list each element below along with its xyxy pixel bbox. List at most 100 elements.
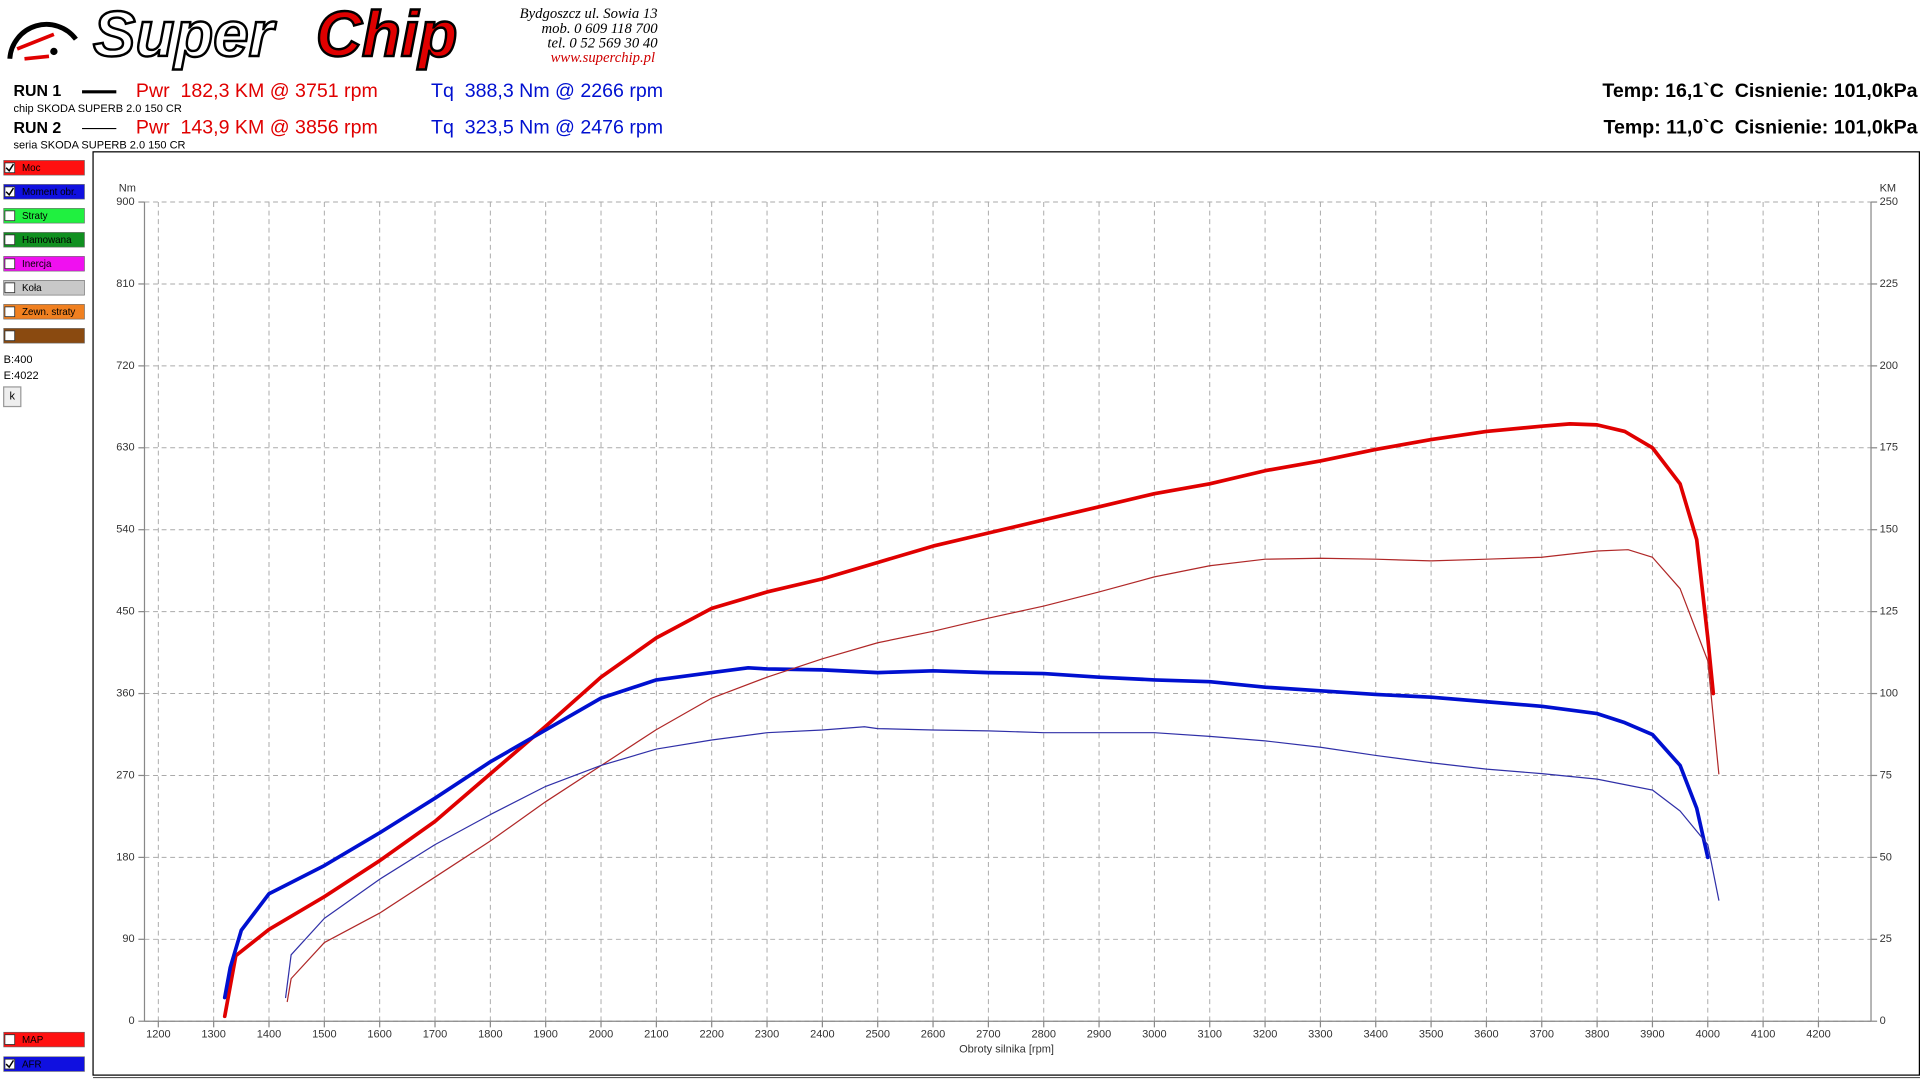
legend-toggle[interactable] — [3, 160, 85, 176]
run-power: Pwr 182,3 KM @ 3751 rpm — [136, 80, 378, 102]
toggle-label: Hamowana — [22, 235, 72, 246]
legend-toggle[interactable] — [3, 1031, 85, 1048]
run-conditions: Temp: 16,1`C Cisnienie: 101,0kPa — [1602, 80, 1918, 102]
legend-toggle[interactable] — [3, 256, 85, 272]
x-tick-label: 2500 — [865, 1029, 890, 1041]
checkmark — [5, 1060, 15, 1069]
y2-tick-label: 0 — [1880, 1015, 1886, 1027]
x-tick-label: 4100 — [1751, 1029, 1776, 1041]
y2-tick-label: 100 — [1880, 687, 1898, 699]
legend-toggle[interactable] — [3, 328, 85, 344]
checkbox[interactable] — [4, 210, 16, 222]
checkbox[interactable] — [4, 1034, 16, 1045]
x-tick-label: 3500 — [1419, 1029, 1444, 1041]
run-conditions: Temp: 11,0`C Cisnienie: 101,0kPa — [1603, 117, 1918, 139]
x-tick-label: 1800 — [478, 1029, 503, 1041]
y-tick-label: 450 — [116, 606, 134, 618]
x-tick-label: 3600 — [1474, 1029, 1499, 1041]
legend-toggle[interactable] — [3, 304, 85, 320]
y-tick-label: 720 — [116, 360, 134, 372]
y-axis-label: Nm — [119, 182, 136, 194]
y-tick-label: 270 — [116, 769, 134, 781]
checkmark — [5, 163, 15, 172]
x-tick-label: 3800 — [1585, 1029, 1610, 1041]
curve — [286, 549, 1720, 1003]
k-button[interactable] — [3, 386, 22, 408]
checkbox[interactable] — [4, 234, 16, 246]
x-tick-label: 3100 — [1197, 1029, 1222, 1041]
logo-chip: Chip — [316, 0, 457, 70]
x-tick-label: 2200 — [699, 1029, 724, 1041]
x-tick-label: 1400 — [257, 1029, 282, 1041]
y-tick-label: 360 — [116, 687, 134, 699]
x-tick-label: 4000 — [1696, 1029, 1721, 1041]
run-car: chip SKODA SUPERB 2.0 150 CR — [13, 103, 181, 115]
contact-line: mob. 0 609 118 700 — [542, 21, 659, 37]
x-tick-label: 2700 — [976, 1029, 1001, 1041]
x-tick-label: 3300 — [1308, 1029, 1333, 1041]
contact-line: Bydgoszcz ul. Sowia 13 — [520, 6, 658, 22]
logo-gauge — [7, 21, 78, 61]
y-tick-label: 180 — [116, 851, 134, 863]
x-tick-label: 1900 — [533, 1029, 558, 1041]
toggle-label: MAP — [22, 1035, 44, 1046]
checkbox[interactable] — [4, 1058, 16, 1070]
x-tick-label: 2100 — [644, 1029, 669, 1041]
y2-tick-label: 25 — [1880, 933, 1892, 945]
y2-axis-label: KM — [1880, 182, 1897, 194]
checkbox[interactable] — [4, 282, 16, 294]
checkbox[interactable] — [4, 258, 16, 270]
x-tick-label: 1700 — [423, 1029, 448, 1041]
y-tick-label: 90 — [122, 933, 134, 945]
x-tick-label: 1500 — [312, 1029, 337, 1041]
run-car: seria SKODA SUPERB 2.0 150 CR — [13, 140, 185, 152]
toggle-label: Inercja — [22, 259, 52, 270]
run-power: Pwr 143,9 KM @ 3856 rpm — [136, 117, 378, 139]
toggle-label: AFR — [22, 1059, 42, 1070]
legend-toggle[interactable] — [3, 208, 85, 224]
toggle-label: Moment obr. — [22, 187, 76, 198]
checkbox[interactable] — [4, 186, 16, 198]
x-tick-label: 3200 — [1253, 1029, 1278, 1041]
y2-tick-label: 175 — [1880, 442, 1898, 454]
y2-tick-label: 50 — [1880, 851, 1892, 863]
legend-toggle[interactable] — [3, 280, 85, 296]
toggle-label: Koła — [22, 283, 42, 294]
curve — [284, 726, 1720, 999]
x-tick-label: 2900 — [1087, 1029, 1112, 1041]
contact-url[interactable]: www.superchip.pl — [551, 50, 655, 66]
run-torque: Tq 388,3 Nm @ 2266 rpm — [431, 80, 663, 102]
legend-toggle[interactable] — [3, 232, 85, 248]
x-tick-label: 3900 — [1640, 1029, 1665, 1041]
k-button-label[interactable]: k — [9, 391, 15, 403]
checkmark — [5, 187, 15, 196]
range-begin: B:400 — [4, 354, 33, 366]
curve — [222, 422, 1716, 1019]
x-tick-label: 2600 — [921, 1029, 946, 1041]
y-tick-label: 540 — [116, 524, 134, 536]
curve — [222, 665, 1710, 1000]
y2-tick-label: 225 — [1880, 278, 1898, 290]
checkbox[interactable] — [4, 306, 16, 318]
contact-line: tel. 0 52 569 30 40 — [547, 35, 658, 51]
x-axis-label: Obroty silnika [rpm] — [959, 1043, 1054, 1055]
checkbox[interactable] — [4, 330, 16, 342]
y2-tick-label: 125 — [1880, 606, 1898, 618]
run-label: RUN 2 — [13, 120, 61, 137]
legend-toggle[interactable] — [3, 1056, 85, 1072]
x-tick-label: 1200 — [146, 1029, 171, 1041]
plot: 1200 1300 1400 1500 1600 1700 1800 1900 2000 2100… — [116, 196, 1898, 1041]
x-tick-label: 3700 — [1530, 1029, 1555, 1041]
x-tick-label: 2400 — [810, 1029, 835, 1041]
run-label: RUN 1 — [13, 83, 61, 100]
legend-toggle[interactable] — [3, 184, 85, 200]
toggle-label: Zewn. straty — [22, 307, 75, 318]
x-tick-label: 2000 — [589, 1029, 614, 1041]
y2-tick-label: 200 — [1880, 360, 1898, 372]
x-tick-label: 1600 — [367, 1029, 392, 1041]
y2-tick-label: 75 — [1880, 769, 1892, 781]
y2-tick-label: 150 — [1880, 524, 1898, 536]
y-tick-label: 0 — [129, 1015, 135, 1027]
checkbox[interactable] — [4, 162, 16, 174]
